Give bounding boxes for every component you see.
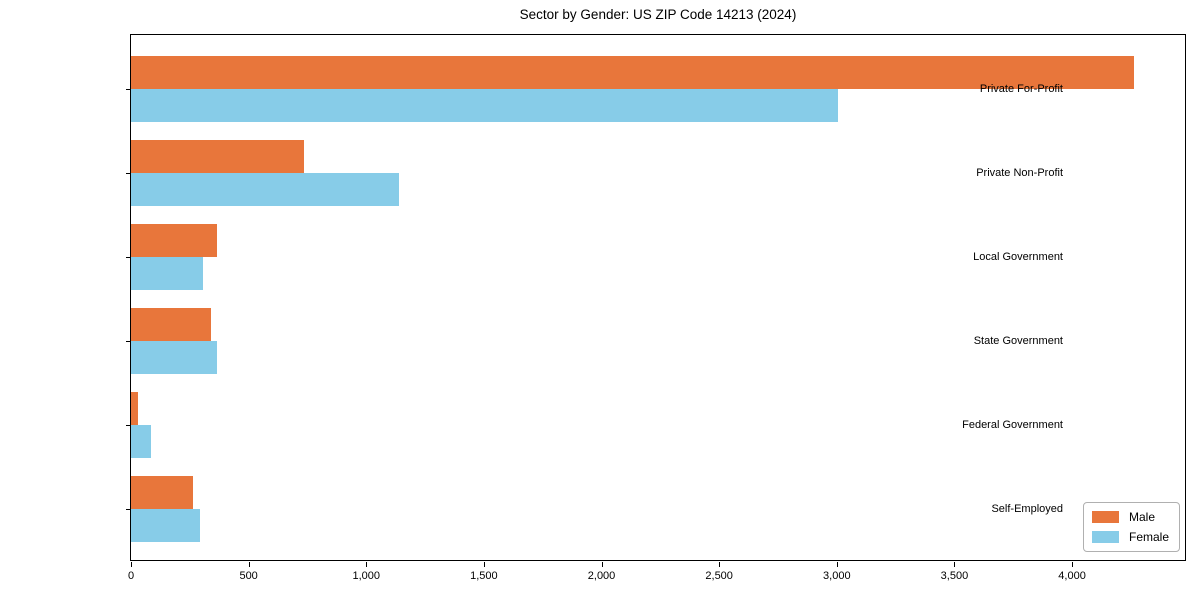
legend-item-female: Female [1091,530,1169,544]
bar-male-self-employed [131,476,194,509]
x-tick-label-3500: 3,500 [940,570,969,582]
legend-rows: Male Female [1091,510,1169,544]
x-tick-label-4000: 4,000 [1058,570,1086,582]
x-tick-mark [601,562,603,567]
y-tick-mark [126,257,131,258]
bar-female-private-non-profit [131,173,400,206]
x-tick-label-0: 0 [127,570,135,582]
x-tick-mark [483,562,485,567]
x-tick-label-1000: 1,000 [352,570,381,582]
bar-female-self-employed [131,509,201,542]
bar-male-state-government [131,308,211,341]
y-tick-mark [126,509,131,510]
x-tick-mark [1072,562,1074,567]
x-tick-label-2000: 2,000 [587,570,616,582]
x-tick-mark [836,562,838,567]
bar-male-federal-government [131,392,139,425]
y-tick-label-local-government: Local Government [973,251,1063,263]
y-tick-label-private-non-profit: Private Non-Profit [976,167,1063,179]
plot-area: 0 500 1,000 1,500 2,000 2,500 3,000 3,500 4,000 … [126,34,1186,582]
bar-male-private-for-profit [131,56,1135,89]
bar-male-private-non-profit [131,140,304,173]
bar-female-state-government [131,341,217,374]
y-tick-mark [126,173,131,174]
x-tick-label-500: 500 [239,570,258,582]
legend-label-female: Female [1128,530,1169,544]
x-tick-mark [954,562,956,567]
x-tick-label-1500: 1,500 [470,570,498,582]
chart-title: Sector by Gender: US ZIP Code 14213 (202… [519,7,797,22]
y-tick-label-private-for-profit: Private For-Profit [979,83,1063,95]
x-tick-label-3000: 3,000 [823,570,851,582]
y-tick-label-self-employed: Self-Employed [991,503,1063,515]
x-tick-mark [366,562,368,567]
legend-item-male: Male [1091,510,1169,524]
y-tick-mark [126,425,131,426]
legend: Male Female [1082,502,1180,552]
bar-male-local-government [131,224,217,257]
x-tick-mark [719,562,721,567]
bar-female-local-government [131,257,203,290]
x-tick-label-2500: 2,500 [705,570,733,582]
x-tick-mark [131,562,132,567]
y-tick-mark [126,341,131,342]
bar-female-federal-government [131,425,151,458]
legend-swatch-male [1091,511,1119,523]
y-tick-label-state-government: State Government [973,335,1063,347]
y-tick-mark [126,89,131,90]
legend-swatch-female [1091,531,1119,543]
y-tick-label-federal-government: Federal Government [962,419,1063,431]
legend-label-male: Male [1128,510,1155,524]
bar-female-private-for-profit [131,89,838,122]
x-tick-mark [248,562,250,567]
